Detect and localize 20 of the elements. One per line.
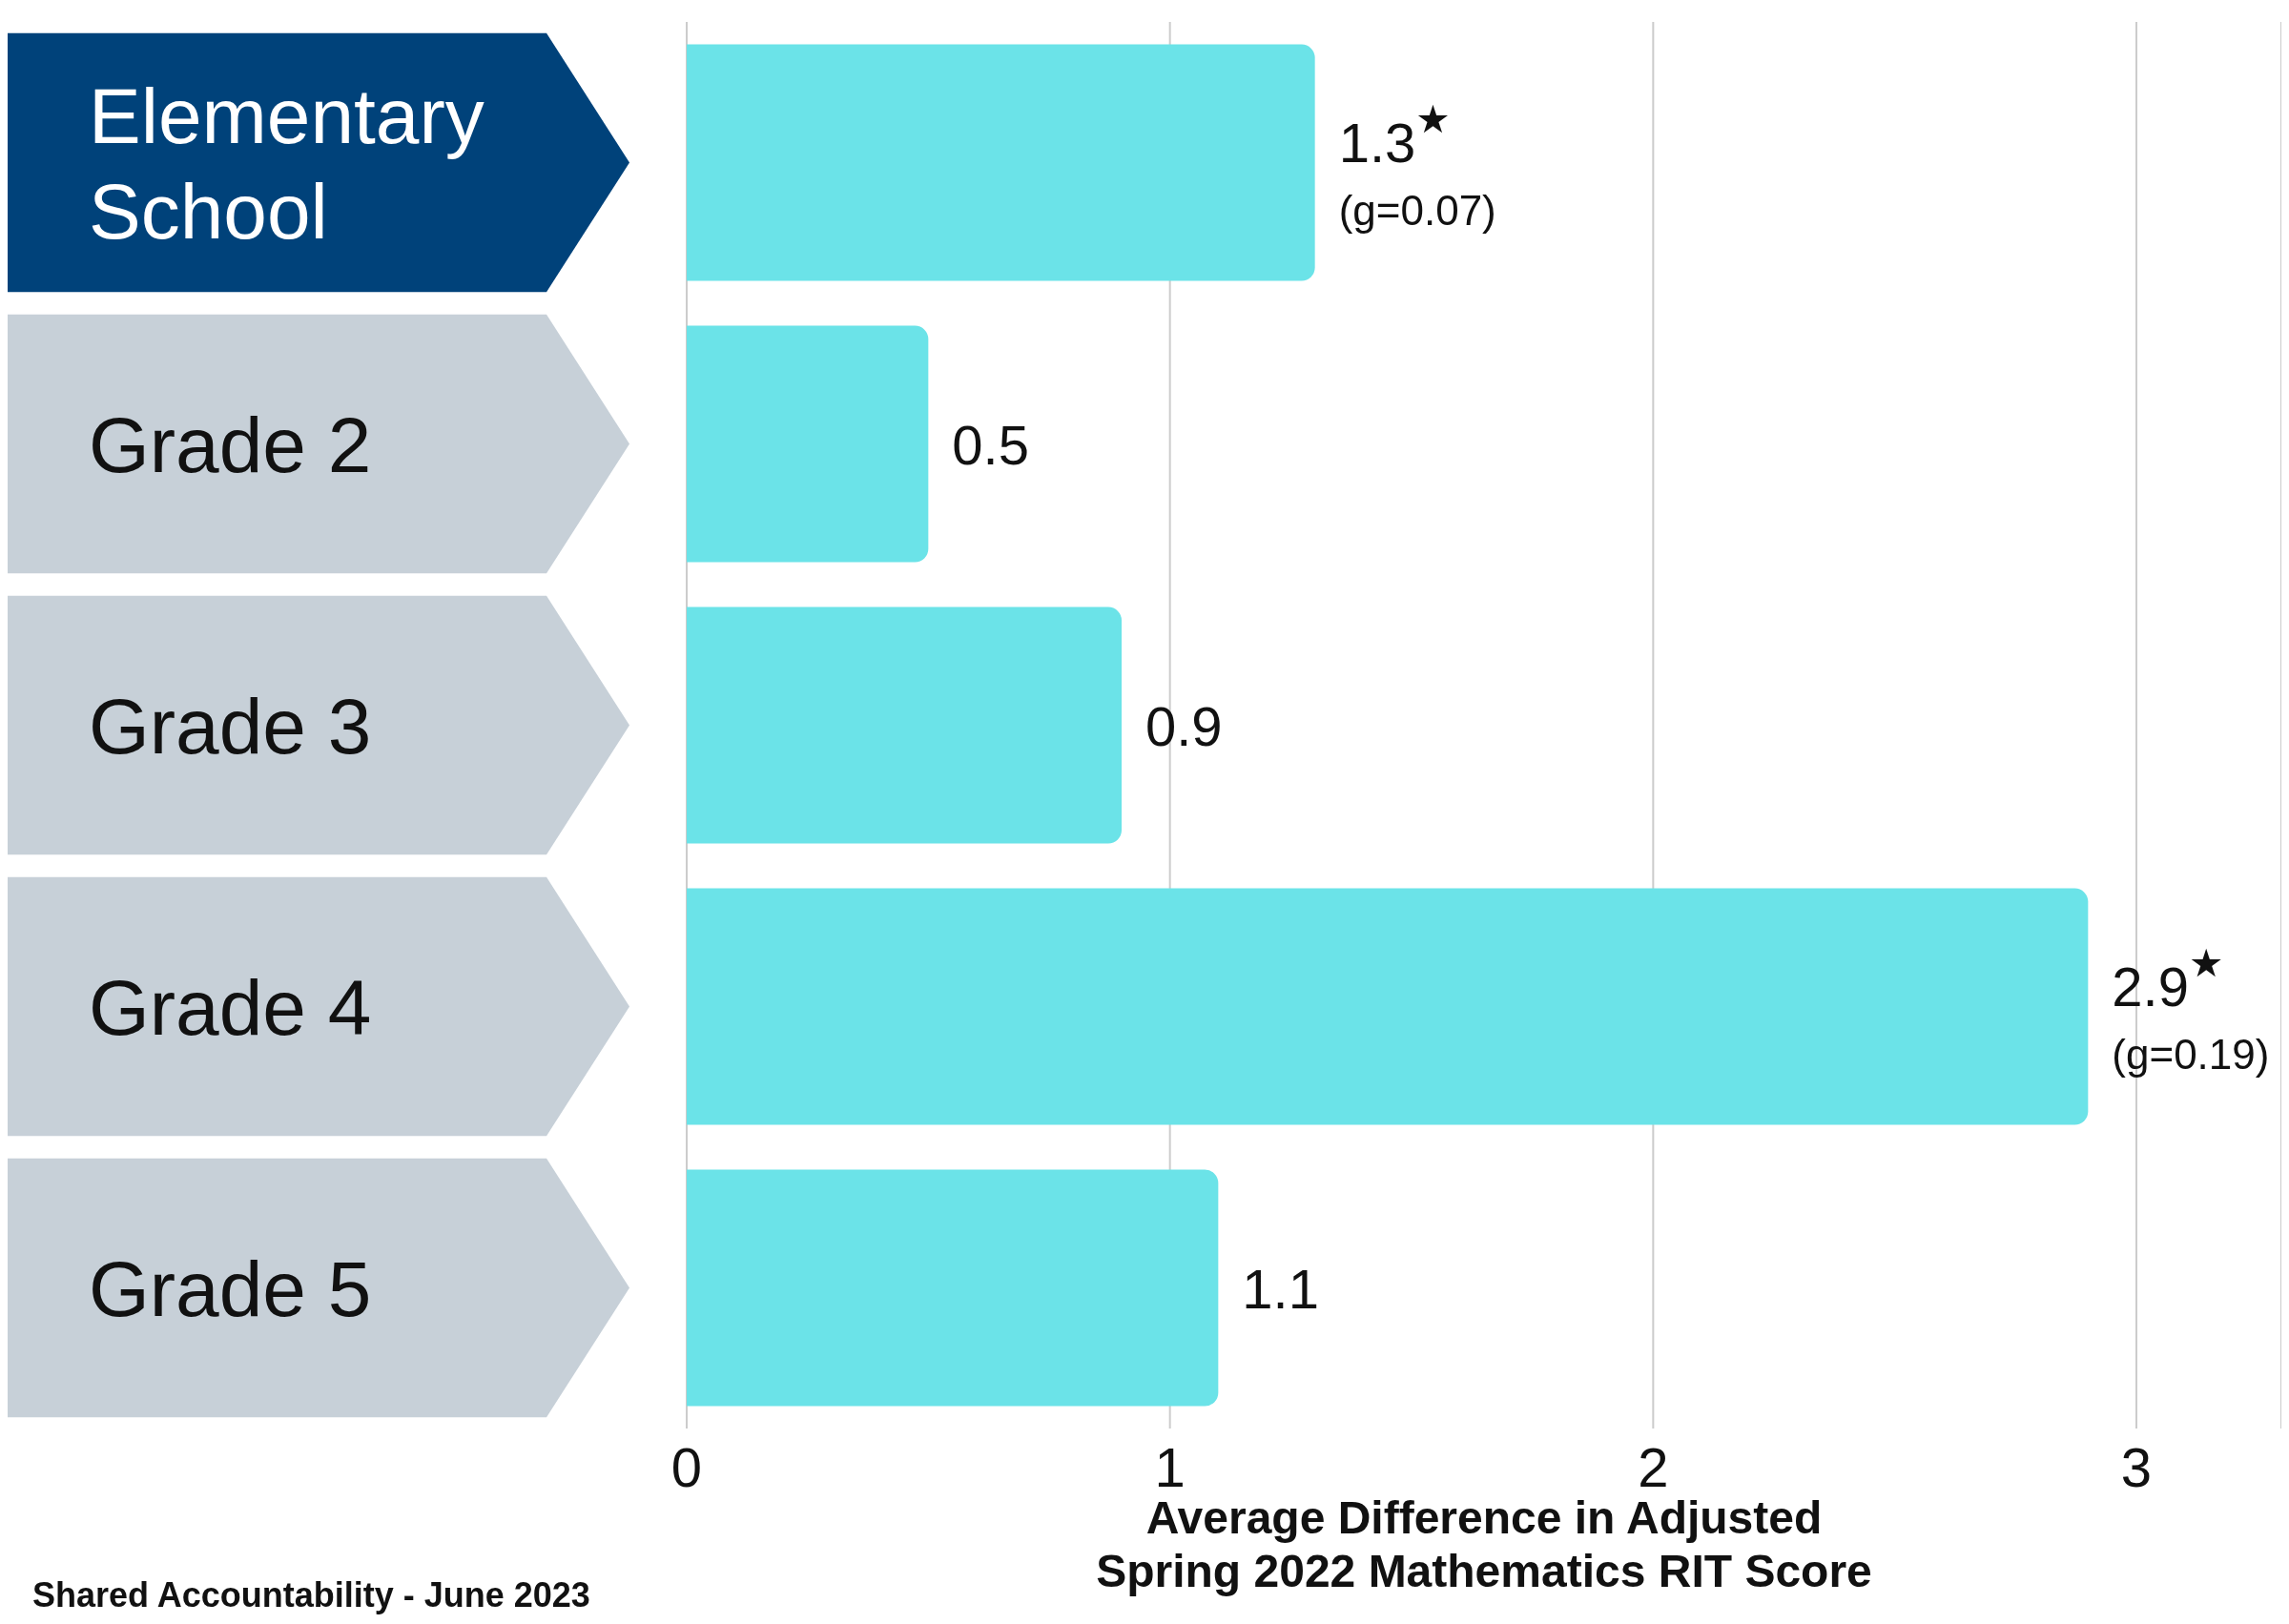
bar xyxy=(687,44,1315,281)
y-tick-label: Grade 3 xyxy=(89,682,372,769)
data-label: 0.9 xyxy=(1145,694,1223,757)
annotation: (g=0.07) xyxy=(1338,187,1496,235)
annotation: (g=0.19) xyxy=(2112,1031,2270,1079)
bar xyxy=(687,325,929,563)
y-tick-label: Grade 4 xyxy=(89,963,372,1050)
data-label: 2.9$^{★}$ xyxy=(2112,939,2224,1018)
x-tick-label: 3 xyxy=(2120,1436,2153,1499)
data-label: 0.5 xyxy=(952,413,1029,476)
y-tick-label: Elementary School xyxy=(89,72,485,254)
bar xyxy=(687,606,1122,844)
data-label: 1.3$^{★}$ xyxy=(1338,95,1451,174)
data-label: 1.1 xyxy=(1242,1257,1319,1320)
bar xyxy=(687,1169,1219,1407)
text: Shared Accountability - June 2023 xyxy=(32,1575,590,1615)
y-tick-label: Grade 2 xyxy=(89,401,372,487)
y-tick-label: Grade 5 xyxy=(89,1244,372,1331)
bar xyxy=(687,888,2089,1125)
x-tick-label: 0 xyxy=(670,1436,703,1499)
